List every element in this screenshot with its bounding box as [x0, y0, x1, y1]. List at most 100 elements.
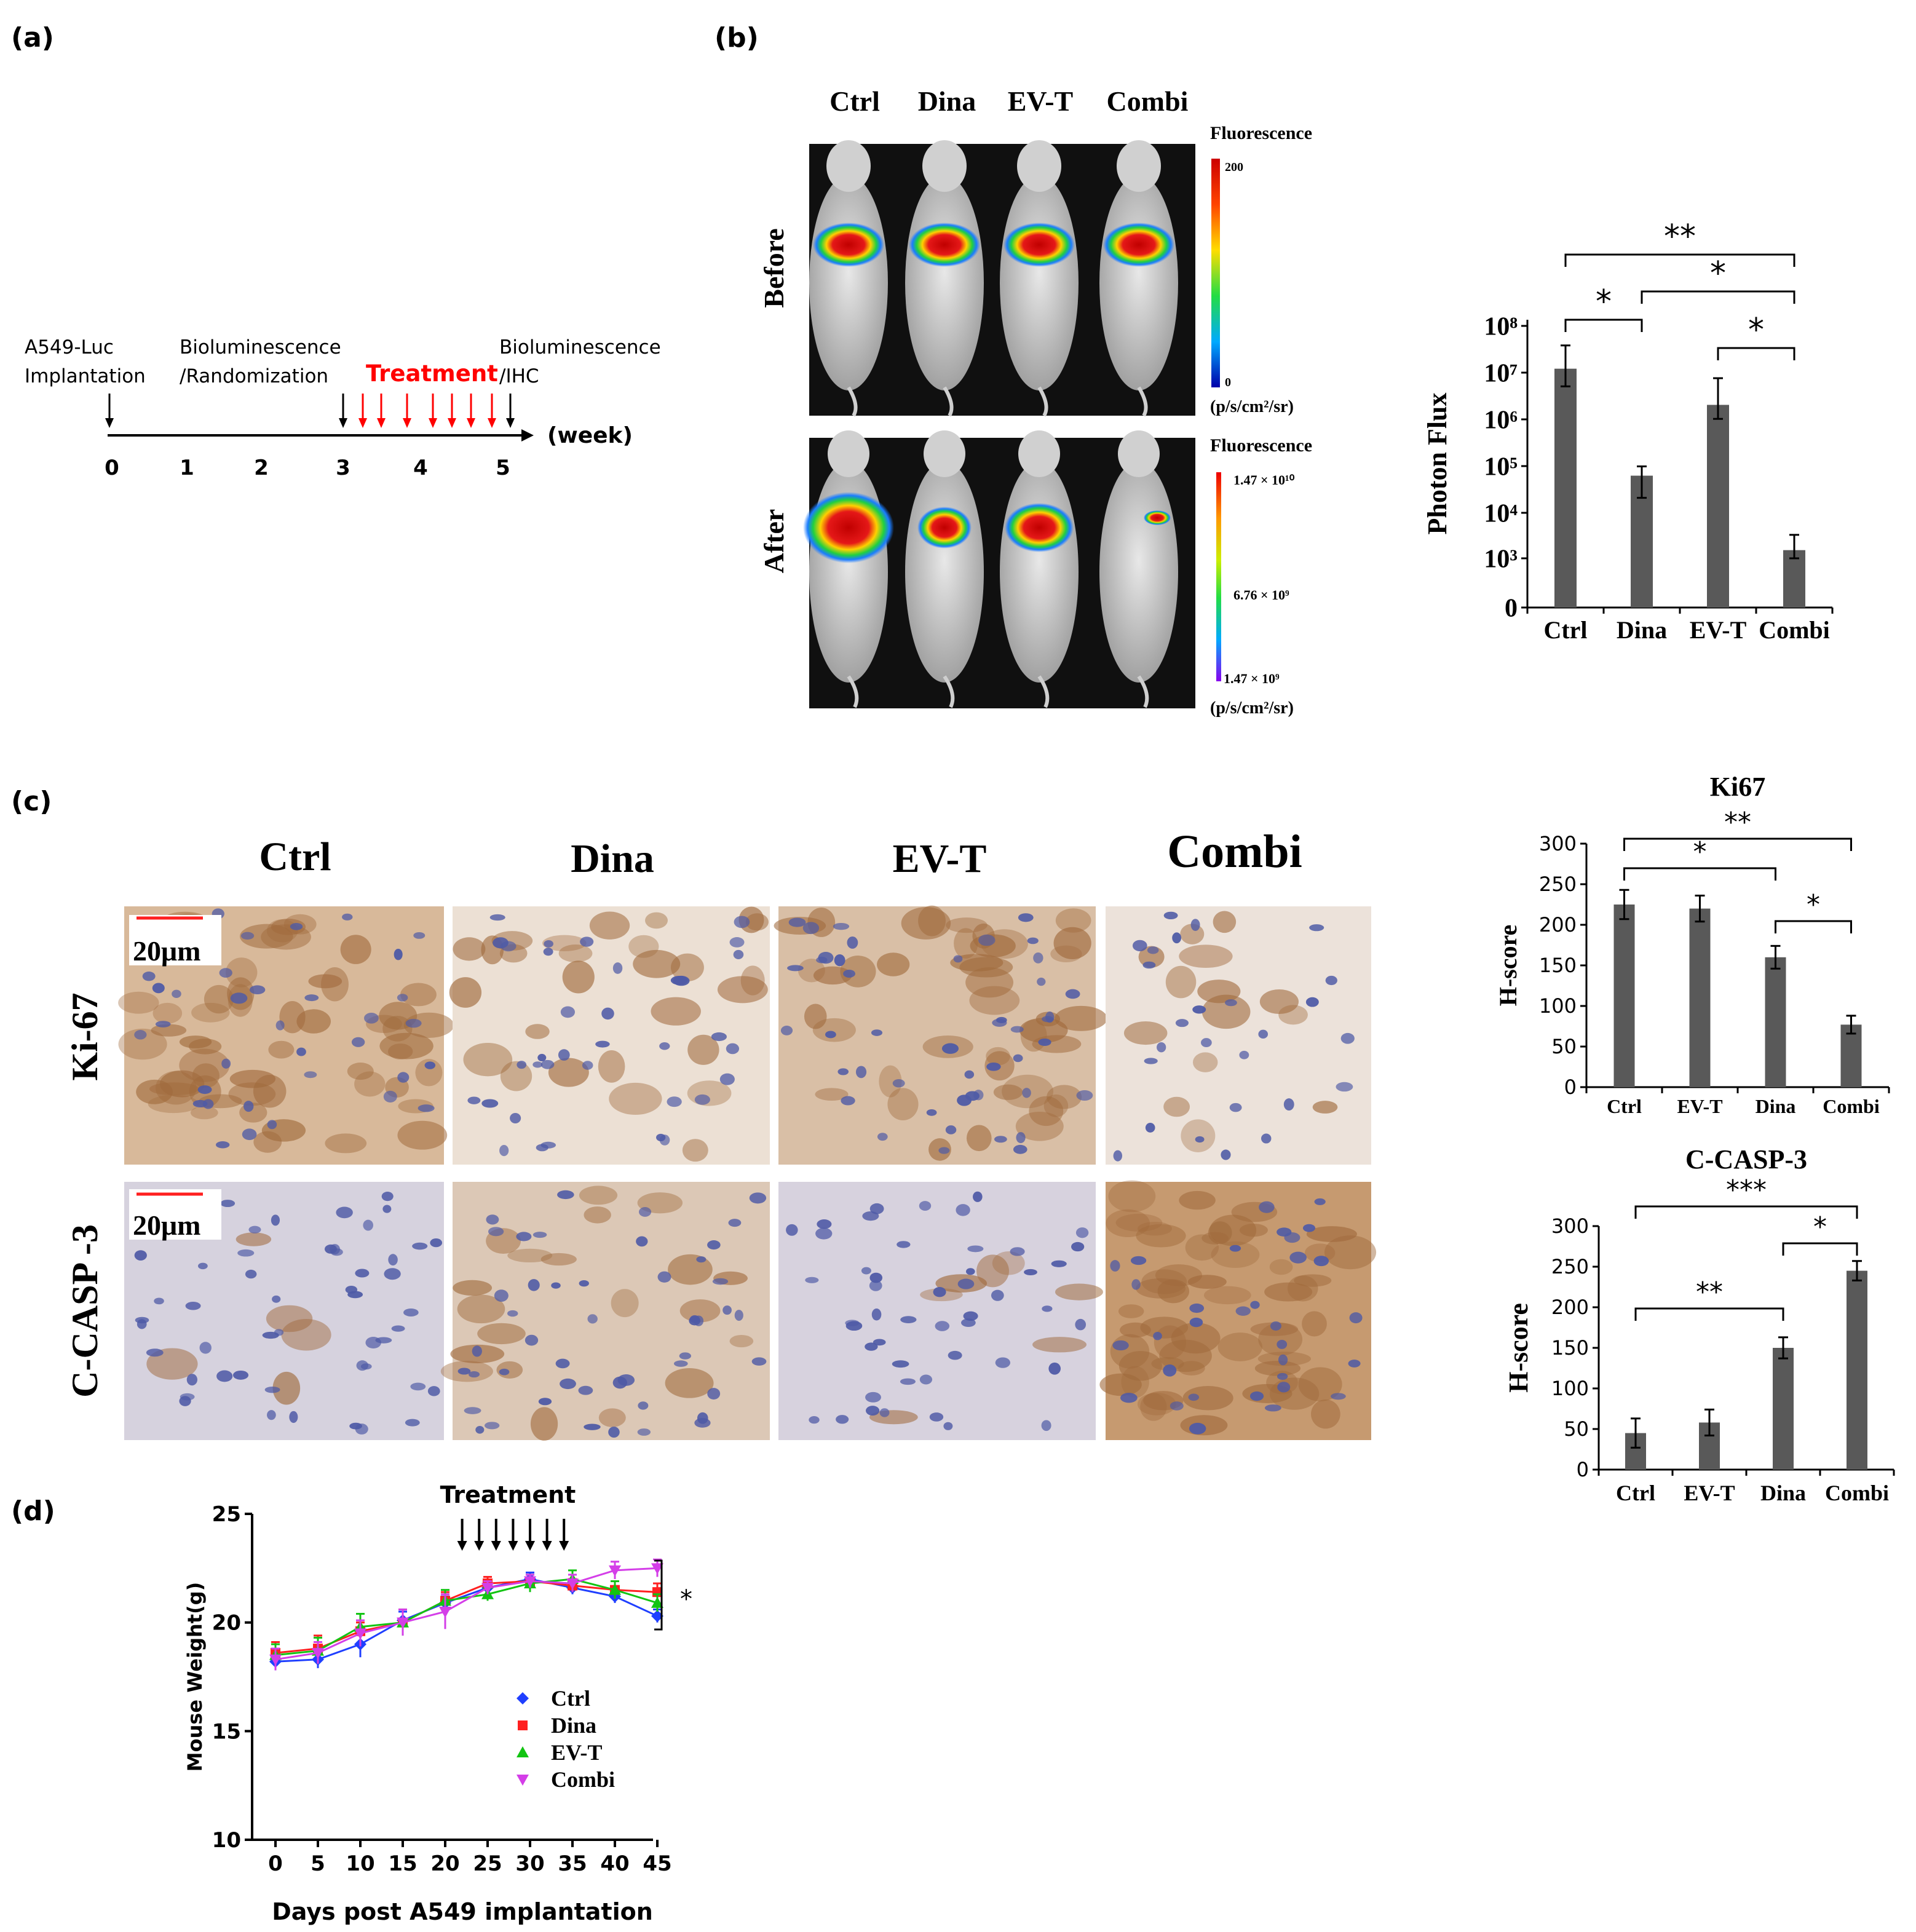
ihc-column-labels: Ctrl Dina EV-T Combi [259, 826, 1302, 881]
y-tick-label: 10⁵ [1484, 453, 1518, 481]
nucleus [383, 1090, 397, 1103]
nucleus [1076, 1090, 1093, 1101]
stain-patch [463, 1042, 513, 1077]
tumor-signal [1103, 223, 1174, 267]
legend-marker [517, 1746, 529, 1757]
nucleus [996, 1016, 1007, 1024]
stain-patch [415, 1059, 443, 1087]
bar-ev-t [1689, 908, 1711, 1087]
timeline-arrowhead-small [467, 418, 475, 428]
treatment-arrowhead [525, 1541, 535, 1551]
stain-patch [228, 1082, 276, 1106]
nucleus [1013, 1054, 1023, 1063]
mouse-tail [1037, 386, 1048, 417]
nucleus [551, 1282, 561, 1289]
nucleus [481, 1099, 499, 1108]
x-tick-label: 20 [430, 1851, 459, 1876]
nucleus [142, 972, 156, 981]
x-tick-label: 15 [388, 1851, 417, 1876]
nucleus [197, 1262, 208, 1270]
nucleus [532, 1232, 547, 1238]
row-label-after: After [758, 509, 790, 574]
stain-patch [665, 1368, 714, 1398]
stain-patch [1209, 1214, 1257, 1246]
stain-patch [1259, 989, 1299, 1015]
stain-patch [179, 1035, 212, 1048]
nucleus [694, 1094, 710, 1105]
nucleus [397, 994, 408, 1002]
stain-patch [204, 984, 234, 1014]
nucleus [689, 1316, 701, 1326]
row-label-before: Before [758, 228, 790, 307]
data-point [397, 1617, 409, 1629]
category-label: Dina [1756, 1095, 1796, 1117]
nucleus [719, 1073, 735, 1085]
nucleus [1229, 1103, 1242, 1112]
stain-patch [268, 1040, 295, 1059]
nucleus [384, 1268, 401, 1280]
stain-patch [477, 1323, 526, 1345]
stain-patch [976, 1254, 1009, 1288]
y-tick-label: 10³ [1484, 545, 1518, 574]
nucleus [1192, 1005, 1206, 1014]
stain-patch [579, 1186, 618, 1205]
stain-patch [308, 974, 342, 989]
bar-dina [1765, 957, 1786, 1087]
tumor-signal [909, 223, 980, 267]
stain-patch [877, 952, 910, 976]
stain-patch [1324, 1235, 1377, 1270]
data-point [312, 1648, 324, 1660]
nucleus [707, 1240, 721, 1250]
category-label: EV-T [1690, 616, 1747, 644]
stain-patch [457, 1294, 505, 1324]
nucleus [410, 1382, 426, 1391]
mouse-head [924, 430, 965, 477]
nucleus [467, 1096, 481, 1104]
stain-patch [992, 1251, 1025, 1275]
mouse-head [1017, 140, 1061, 192]
event-implantation-line1: A549-Luc [25, 336, 114, 358]
ihc-panel: Ctrl Dina EV-T Combi Ki-67 C-CASP -3 20μ… [65, 772, 1895, 1505]
mouse-body [905, 461, 984, 683]
stain-patch [151, 1024, 187, 1037]
nucleus [381, 1191, 394, 1202]
stain-patch [525, 1024, 550, 1039]
nucleus [1042, 1305, 1053, 1312]
stain-patch [548, 1058, 589, 1087]
nucleus [673, 1360, 688, 1367]
nucleus [995, 1357, 1010, 1368]
category-label: EV-T [1677, 1095, 1722, 1117]
bar-ev-t [1707, 405, 1729, 608]
nucleus [1201, 1038, 1212, 1048]
nucleus [612, 962, 623, 974]
category-label: Combi [1823, 1095, 1880, 1117]
nucleus [540, 1059, 555, 1069]
stain-patch [966, 1125, 992, 1152]
stain-patch [156, 1071, 197, 1105]
stain-patch [1118, 1351, 1162, 1381]
week-tick: 5 [496, 456, 510, 480]
stain-patch [449, 977, 482, 1008]
significance-bracket [1634, 1205, 1858, 1219]
scale-bar-box [129, 1189, 221, 1240]
nucleus [1016, 1132, 1026, 1144]
nucleus [1189, 1317, 1203, 1328]
nucleus [935, 1321, 950, 1331]
stain-patch [633, 949, 681, 978]
nucleus [1065, 989, 1080, 999]
stain-patch [1192, 1052, 1218, 1072]
nucleus [405, 1018, 422, 1028]
stain-patch [879, 1065, 902, 1098]
nucleus [833, 922, 850, 930]
y-tick-label: 250 [1539, 873, 1577, 896]
nucleus [154, 1297, 164, 1305]
scale-unit-before: (p/s/cm²/sr) [1210, 397, 1294, 416]
nucleus [475, 1426, 485, 1434]
nucleus [397, 1072, 410, 1083]
nucleus [355, 1423, 368, 1435]
y-tick-label: 150 [1539, 954, 1577, 977]
nucleus [694, 1418, 711, 1428]
nucleus [751, 1357, 767, 1366]
mouse-tail [847, 675, 859, 708]
nucleus [237, 1249, 255, 1257]
